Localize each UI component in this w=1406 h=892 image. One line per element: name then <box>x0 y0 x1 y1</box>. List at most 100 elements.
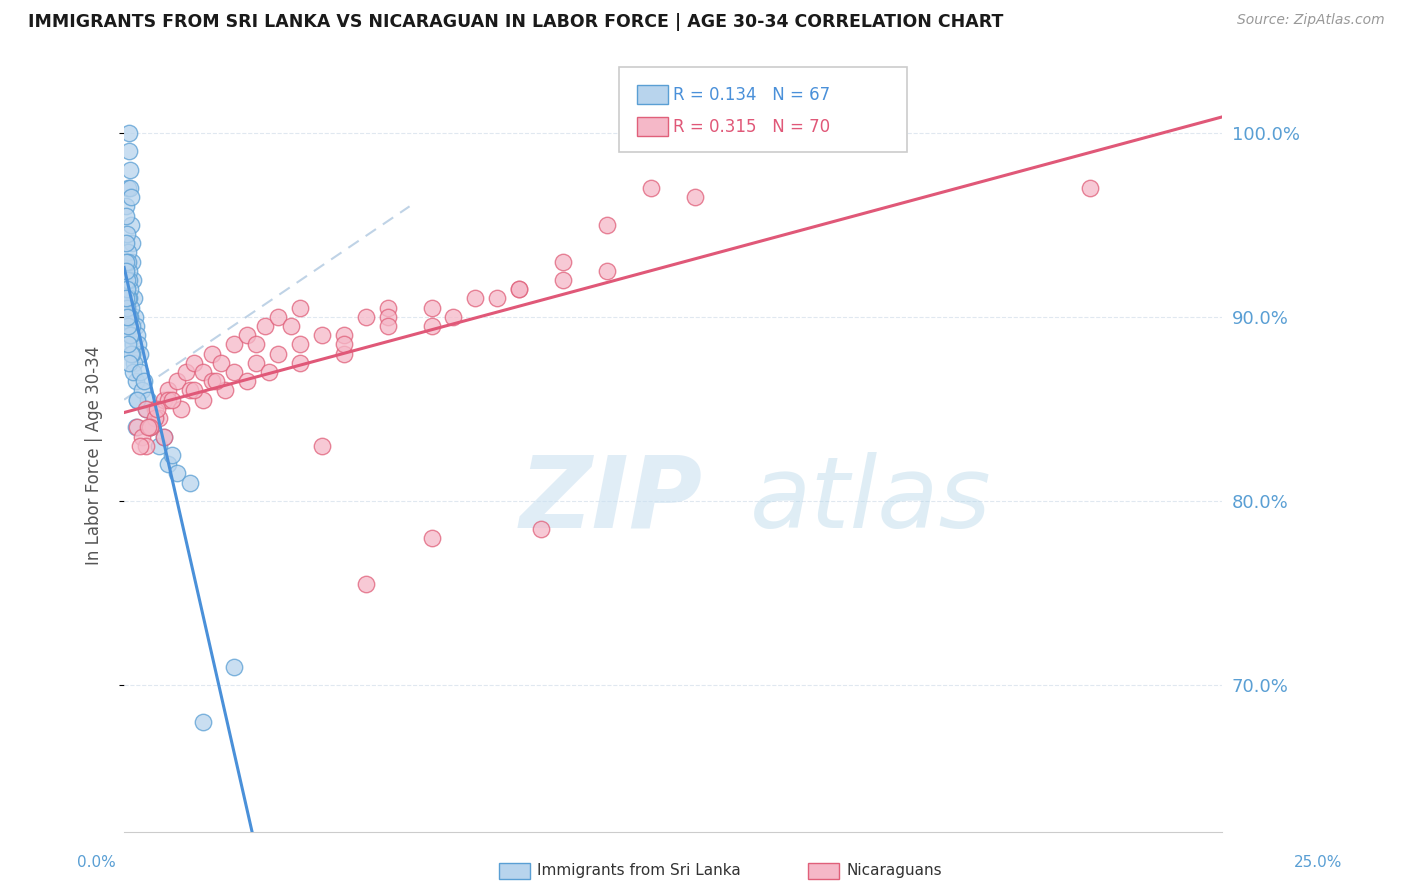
Point <box>280 318 302 333</box>
Point <box>120 218 142 232</box>
Point <box>377 318 399 333</box>
Point <box>530 522 553 536</box>
Point <box>332 328 354 343</box>
Point <box>152 429 174 443</box>
Point <box>115 310 138 324</box>
Point <box>117 318 139 333</box>
Point <box>193 714 215 729</box>
Point <box>125 318 148 333</box>
Point <box>118 328 141 343</box>
Point <box>135 439 157 453</box>
Point <box>157 457 180 471</box>
Point <box>201 374 224 388</box>
Text: R = 0.315   N = 70: R = 0.315 N = 70 <box>673 118 831 136</box>
Point <box>596 264 619 278</box>
Point <box>121 236 143 251</box>
Point <box>332 337 354 351</box>
Point <box>640 181 662 195</box>
Point <box>267 346 290 360</box>
Text: IMMIGRANTS FROM SRI LANKA VS NICARAGUAN IN LABOR FORCE | AGE 30-34 CORRELATION C: IMMIGRANTS FROM SRI LANKA VS NICARAGUAN … <box>28 13 1004 31</box>
Point <box>420 318 443 333</box>
Point <box>332 346 354 360</box>
Text: Source: ZipAtlas.com: Source: ZipAtlas.com <box>1237 13 1385 28</box>
Point <box>132 374 155 388</box>
Point <box>117 292 139 306</box>
Point <box>118 292 141 306</box>
Point <box>253 318 276 333</box>
Point <box>143 411 166 425</box>
Point <box>118 264 141 278</box>
Point <box>115 282 138 296</box>
Point <box>354 577 377 591</box>
Point <box>508 282 530 296</box>
Point <box>118 162 141 177</box>
Point <box>166 374 188 388</box>
Point <box>377 310 399 324</box>
Point <box>139 420 162 434</box>
Text: Immigrants from Sri Lanka: Immigrants from Sri Lanka <box>537 863 741 878</box>
Point <box>120 181 142 195</box>
Point <box>117 245 139 260</box>
Point <box>245 356 267 370</box>
Point <box>121 254 143 268</box>
Point <box>136 392 159 407</box>
Point <box>311 439 333 453</box>
Point <box>122 273 145 287</box>
Point <box>193 392 215 407</box>
Point <box>127 328 149 343</box>
Point <box>683 190 706 204</box>
Point <box>139 420 162 434</box>
Point <box>122 337 145 351</box>
Point <box>143 401 166 416</box>
Point <box>288 337 311 351</box>
Point <box>179 475 201 490</box>
Point <box>146 401 169 416</box>
Point <box>162 448 184 462</box>
Point <box>120 190 142 204</box>
Point <box>162 392 184 407</box>
Point <box>117 337 139 351</box>
Point <box>143 411 166 425</box>
Point <box>152 429 174 443</box>
Point <box>179 384 201 398</box>
Point <box>115 199 138 213</box>
Point <box>166 467 188 481</box>
Point <box>1078 181 1101 195</box>
Point <box>121 346 143 360</box>
Point <box>553 273 575 287</box>
Point <box>193 365 215 379</box>
Point <box>115 273 138 287</box>
Point <box>157 384 180 398</box>
Text: R = 0.134   N = 67: R = 0.134 N = 67 <box>673 86 831 103</box>
Point <box>443 310 465 324</box>
Text: Nicaraguans: Nicaraguans <box>846 863 942 878</box>
Point <box>117 181 139 195</box>
Point <box>120 301 142 315</box>
Point <box>288 301 311 315</box>
Point <box>122 292 145 306</box>
Point <box>115 292 138 306</box>
Point <box>128 365 150 379</box>
Point <box>128 439 150 453</box>
Point <box>117 126 139 140</box>
Point <box>152 392 174 407</box>
Point <box>115 254 138 268</box>
Point <box>115 227 138 241</box>
Point <box>115 209 138 223</box>
Point <box>201 346 224 360</box>
Point <box>257 365 280 379</box>
Point <box>209 356 232 370</box>
Point <box>148 411 170 425</box>
Point <box>117 273 139 287</box>
Point <box>183 384 205 398</box>
Point <box>125 420 148 434</box>
Point <box>120 346 142 360</box>
Point <box>115 301 138 315</box>
Text: atlas: atlas <box>749 451 991 549</box>
Point <box>174 365 197 379</box>
Point <box>127 420 149 434</box>
Point <box>222 365 245 379</box>
Point <box>183 356 205 370</box>
Point <box>508 282 530 296</box>
Point <box>124 310 146 324</box>
